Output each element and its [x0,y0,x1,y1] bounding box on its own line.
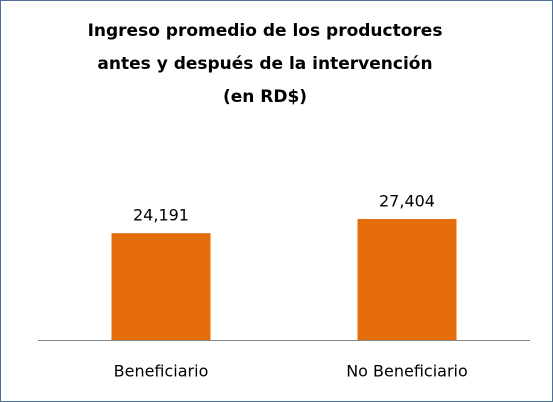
data-label: 24,191 [133,206,189,225]
chart-title: antes y después de la intervención [97,54,432,74]
x-tick-label: No Beneficiario [346,362,468,381]
bar [357,219,457,340]
chart-title: (en RD$) [223,87,307,107]
x-tick-label: Beneficiario [114,362,209,381]
chart-title: Ingreso promedio de los productores [88,21,443,41]
data-label: 27,404 [379,192,435,211]
bar [111,233,211,340]
